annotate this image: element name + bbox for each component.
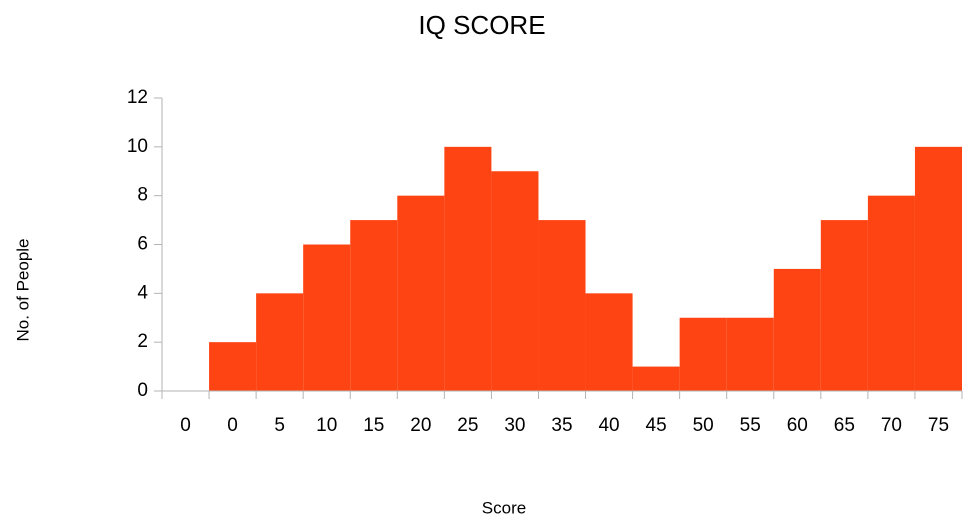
y-tick-label: 12 <box>127 87 148 108</box>
x-tick-label: 20 <box>410 415 431 436</box>
x-tick-label: 5 <box>274 415 285 436</box>
bar <box>914 146 962 391</box>
bar <box>538 220 586 391</box>
x-tick-label: 50 <box>693 415 714 436</box>
bar <box>632 366 680 391</box>
x-tick-label: 15 <box>363 415 384 436</box>
x-tick-label: 70 <box>881 415 902 436</box>
x-tick-label: 30 <box>504 415 525 436</box>
y-tick-label: 2 <box>137 331 148 352</box>
y-tick-label: 8 <box>137 185 148 206</box>
x-tick-label: 0 <box>180 415 191 436</box>
y-tick-label: 0 <box>137 380 148 401</box>
bar <box>209 342 257 391</box>
bar <box>397 195 445 391</box>
bar <box>350 220 398 391</box>
y-axis-label: No. of People <box>13 238 32 341</box>
y-tick-label: 4 <box>137 282 148 303</box>
bar <box>679 317 727 391</box>
bar <box>256 293 304 391</box>
bar <box>444 146 492 391</box>
x-tick-label: 60 <box>787 415 808 436</box>
x-tick-label: 75 <box>928 415 949 436</box>
x-tick-label: 25 <box>457 415 478 436</box>
x-tick-label: 35 <box>551 415 572 436</box>
x-tick-label: 40 <box>598 415 619 436</box>
x-tick-label: 0 <box>227 415 238 436</box>
bar <box>491 171 539 391</box>
bar <box>303 244 351 391</box>
bar <box>773 268 821 391</box>
chart-title: IQ SCORE <box>418 10 545 40</box>
bar <box>820 220 868 391</box>
x-tick-label: 45 <box>646 415 667 436</box>
x-tick-label: 65 <box>834 415 855 436</box>
bar <box>867 195 915 391</box>
bar <box>726 317 774 391</box>
y-tick-label: 6 <box>137 234 148 255</box>
x-axis-label: Score <box>482 498 526 517</box>
y-tick-label: 10 <box>127 136 148 157</box>
x-tick-label: 55 <box>740 415 761 436</box>
bar <box>585 293 633 391</box>
x-tick-label: 10 <box>316 415 337 436</box>
